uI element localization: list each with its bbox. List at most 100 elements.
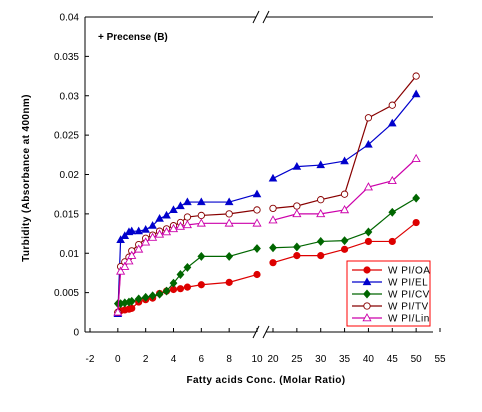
chart-annotation: + Precense (B) — [98, 32, 168, 43]
data-point — [168, 223, 179, 233]
data-point — [141, 292, 150, 302]
data-point — [364, 139, 373, 148]
data-point — [412, 218, 420, 227]
y-tick-label: 0.025 — [54, 131, 79, 142]
data-point — [340, 156, 349, 165]
data-point — [340, 205, 350, 214]
series-5 — [113, 153, 421, 316]
series-layer — [113, 72, 421, 317]
y-tick-label: 0.03 — [60, 91, 80, 102]
legend-label: W PI/CV — [388, 290, 430, 301]
x-tick-label: 35 — [339, 354, 351, 365]
data-point — [176, 201, 185, 210]
legend-marker — [362, 277, 372, 286]
data-point — [269, 243, 277, 253]
legend-marker — [363, 289, 371, 299]
data-point — [183, 262, 192, 272]
data-point — [411, 153, 421, 163]
x-tick-label: 8 — [226, 354, 232, 365]
data-point — [116, 235, 125, 243]
y-tick-label: 0.015 — [54, 209, 79, 220]
data-point — [292, 162, 302, 170]
data-point — [252, 218, 262, 227]
axes-layer: 0 0.005 0.01 0.015 0.02 0.025 0.03 0.035 0.04 -2 0… — [54, 10, 446, 365]
x-tick-label: 10 — [251, 354, 263, 365]
data-point — [141, 225, 150, 233]
data-point — [197, 197, 206, 206]
data-point — [252, 189, 262, 198]
data-point — [128, 304, 136, 312]
data-point — [388, 207, 397, 217]
data-point — [134, 294, 143, 304]
legend-label: W PI/EL — [388, 278, 428, 289]
data-point — [340, 245, 349, 253]
y-tick-label: 0.01 — [60, 249, 80, 260]
x-tick-label: 4 — [171, 354, 177, 365]
y-tick-label: 0.035 — [54, 52, 79, 63]
data-point — [197, 211, 205, 220]
data-point — [316, 236, 325, 246]
data-point — [196, 218, 206, 227]
data-point — [183, 213, 192, 221]
x-tick-label: 50 — [411, 354, 423, 365]
top-break-mark-2 — [262, 10, 270, 24]
x-tick-label: 0 — [115, 354, 121, 365]
data-point — [183, 283, 192, 291]
data-point — [127, 250, 137, 259]
data-point — [225, 278, 233, 286]
data-point — [316, 160, 326, 169]
x-tick-label: 55 — [434, 354, 446, 365]
data-point — [148, 232, 158, 241]
data-point — [411, 89, 421, 98]
data-point — [253, 244, 261, 253]
x-tick-label: 45 — [387, 354, 399, 365]
data-point — [317, 196, 325, 204]
y-tick-label: 0.005 — [54, 288, 79, 299]
data-point — [388, 237, 396, 246]
data-point — [148, 291, 157, 301]
y-axis-title: Turbidity (Absorbance at 400nm) — [21, 94, 32, 262]
data-point — [268, 215, 278, 224]
data-point — [120, 231, 130, 240]
data-point — [162, 210, 171, 219]
x-tick-label: -2 — [86, 354, 95, 365]
bottom-break-mark-2 — [262, 325, 270, 339]
data-point — [169, 205, 178, 214]
data-point — [162, 286, 171, 296]
x-tick-label: 25 — [291, 354, 303, 365]
y-tick-label: 0.04 — [60, 13, 80, 24]
legend-marker — [363, 266, 371, 274]
data-point — [225, 210, 233, 218]
top-break-mark-1 — [252, 10, 260, 24]
data-point — [268, 173, 278, 182]
x-tick-label: 20 — [267, 354, 279, 365]
legend-marker — [362, 313, 372, 322]
data-point — [364, 114, 373, 122]
x-tick-label: 40 — [363, 354, 375, 365]
legend: W PI/OAW PI/ELW PI/CVW PI/TVW PI/Lin — [346, 260, 431, 327]
data-point — [175, 221, 186, 230]
x-axis-title: Fatty acids Conc. (Molar Ratio) — [186, 375, 345, 386]
data-point — [155, 213, 164, 222]
data-point — [134, 226, 144, 235]
data-point — [176, 285, 185, 293]
data-point — [197, 251, 206, 261]
data-point — [293, 252, 301, 260]
data-point — [127, 296, 136, 306]
data-point — [317, 252, 325, 260]
data-point — [253, 206, 261, 214]
data-point — [364, 237, 373, 246]
data-point — [269, 259, 277, 267]
data-point — [224, 218, 234, 227]
data-point — [292, 242, 301, 252]
legend-label: W PI/OA — [388, 266, 430, 277]
data-point — [316, 208, 326, 218]
data-point — [116, 266, 126, 275]
y-tick-label: 0 — [73, 328, 79, 339]
data-point — [161, 227, 172, 236]
data-point — [340, 190, 349, 198]
legend-label: W PI/TV — [388, 302, 429, 313]
data-point — [269, 204, 277, 213]
